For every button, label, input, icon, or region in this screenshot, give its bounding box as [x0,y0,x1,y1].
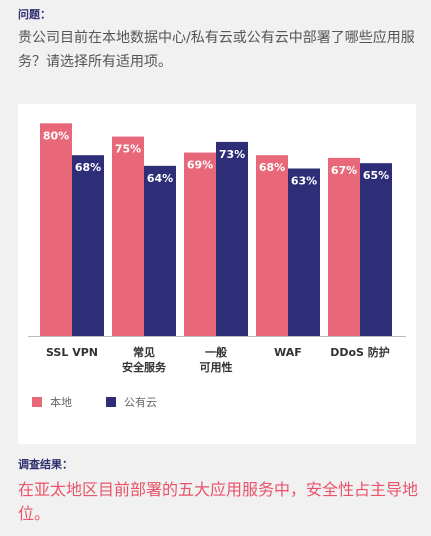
bar-value-label: 63% [291,174,317,187]
bar-value-label: 73% [219,148,245,161]
bar-value-label: 68% [259,161,285,174]
category-label: 常见 [133,345,155,359]
chart-legend: 本地 公有云 [32,394,191,410]
bar-public-4 [360,163,392,336]
bar-local-4 [328,157,360,336]
bar-local-1 [112,136,144,336]
question-text: 贵公司目前在本地数据中心/私有云或公有云中部署了哪些应用服务？请选择所有适用项。 [18,30,415,70]
bar-value-label: 64% [147,172,173,185]
bar-public-1 [144,165,176,336]
legend-swatch-local [32,397,42,407]
legend-swatch-public [106,397,116,407]
bar-value-label: 75% [115,143,141,156]
category-label: 一般 [205,345,227,359]
category-label: SSL VPN [46,346,98,359]
category-label: 可用性 [200,360,233,374]
bar-public-0 [72,155,104,336]
legend-item-public: 公有云 [106,394,157,410]
legend-item-local: 本地 [32,394,72,410]
category-label: WAF [274,346,302,359]
question-label: 问题： [18,8,51,21]
bar-value-label: 68% [75,161,101,174]
bar-local-2 [184,152,216,336]
category-label: 安全服务 [122,360,167,374]
bar-value-label: 80% [43,129,69,142]
bar-chart: 80% 68% SSL VPN 75% 64% 常见 安全服务 69% 73% 一般 可用性 68% 6… [18,104,416,444]
bar-value-label: 69% [187,159,213,172]
category-label: DDoS 防护 [330,345,390,359]
bar-local-0 [40,123,72,336]
bar-local-3 [256,155,288,336]
result-label: 调查结果： [18,458,73,471]
bar-value-label: 65% [363,169,389,182]
bar-public-2 [216,141,248,336]
result-text: 在亚太地区目前部署的五大应用服务中，安全性占主导地位。 [18,480,419,523]
bar-public-3 [288,168,320,336]
bar-value-label: 67% [331,164,357,177]
legend-label-local: 本地 [50,396,72,409]
legend-label-public: 公有云 [124,396,157,409]
